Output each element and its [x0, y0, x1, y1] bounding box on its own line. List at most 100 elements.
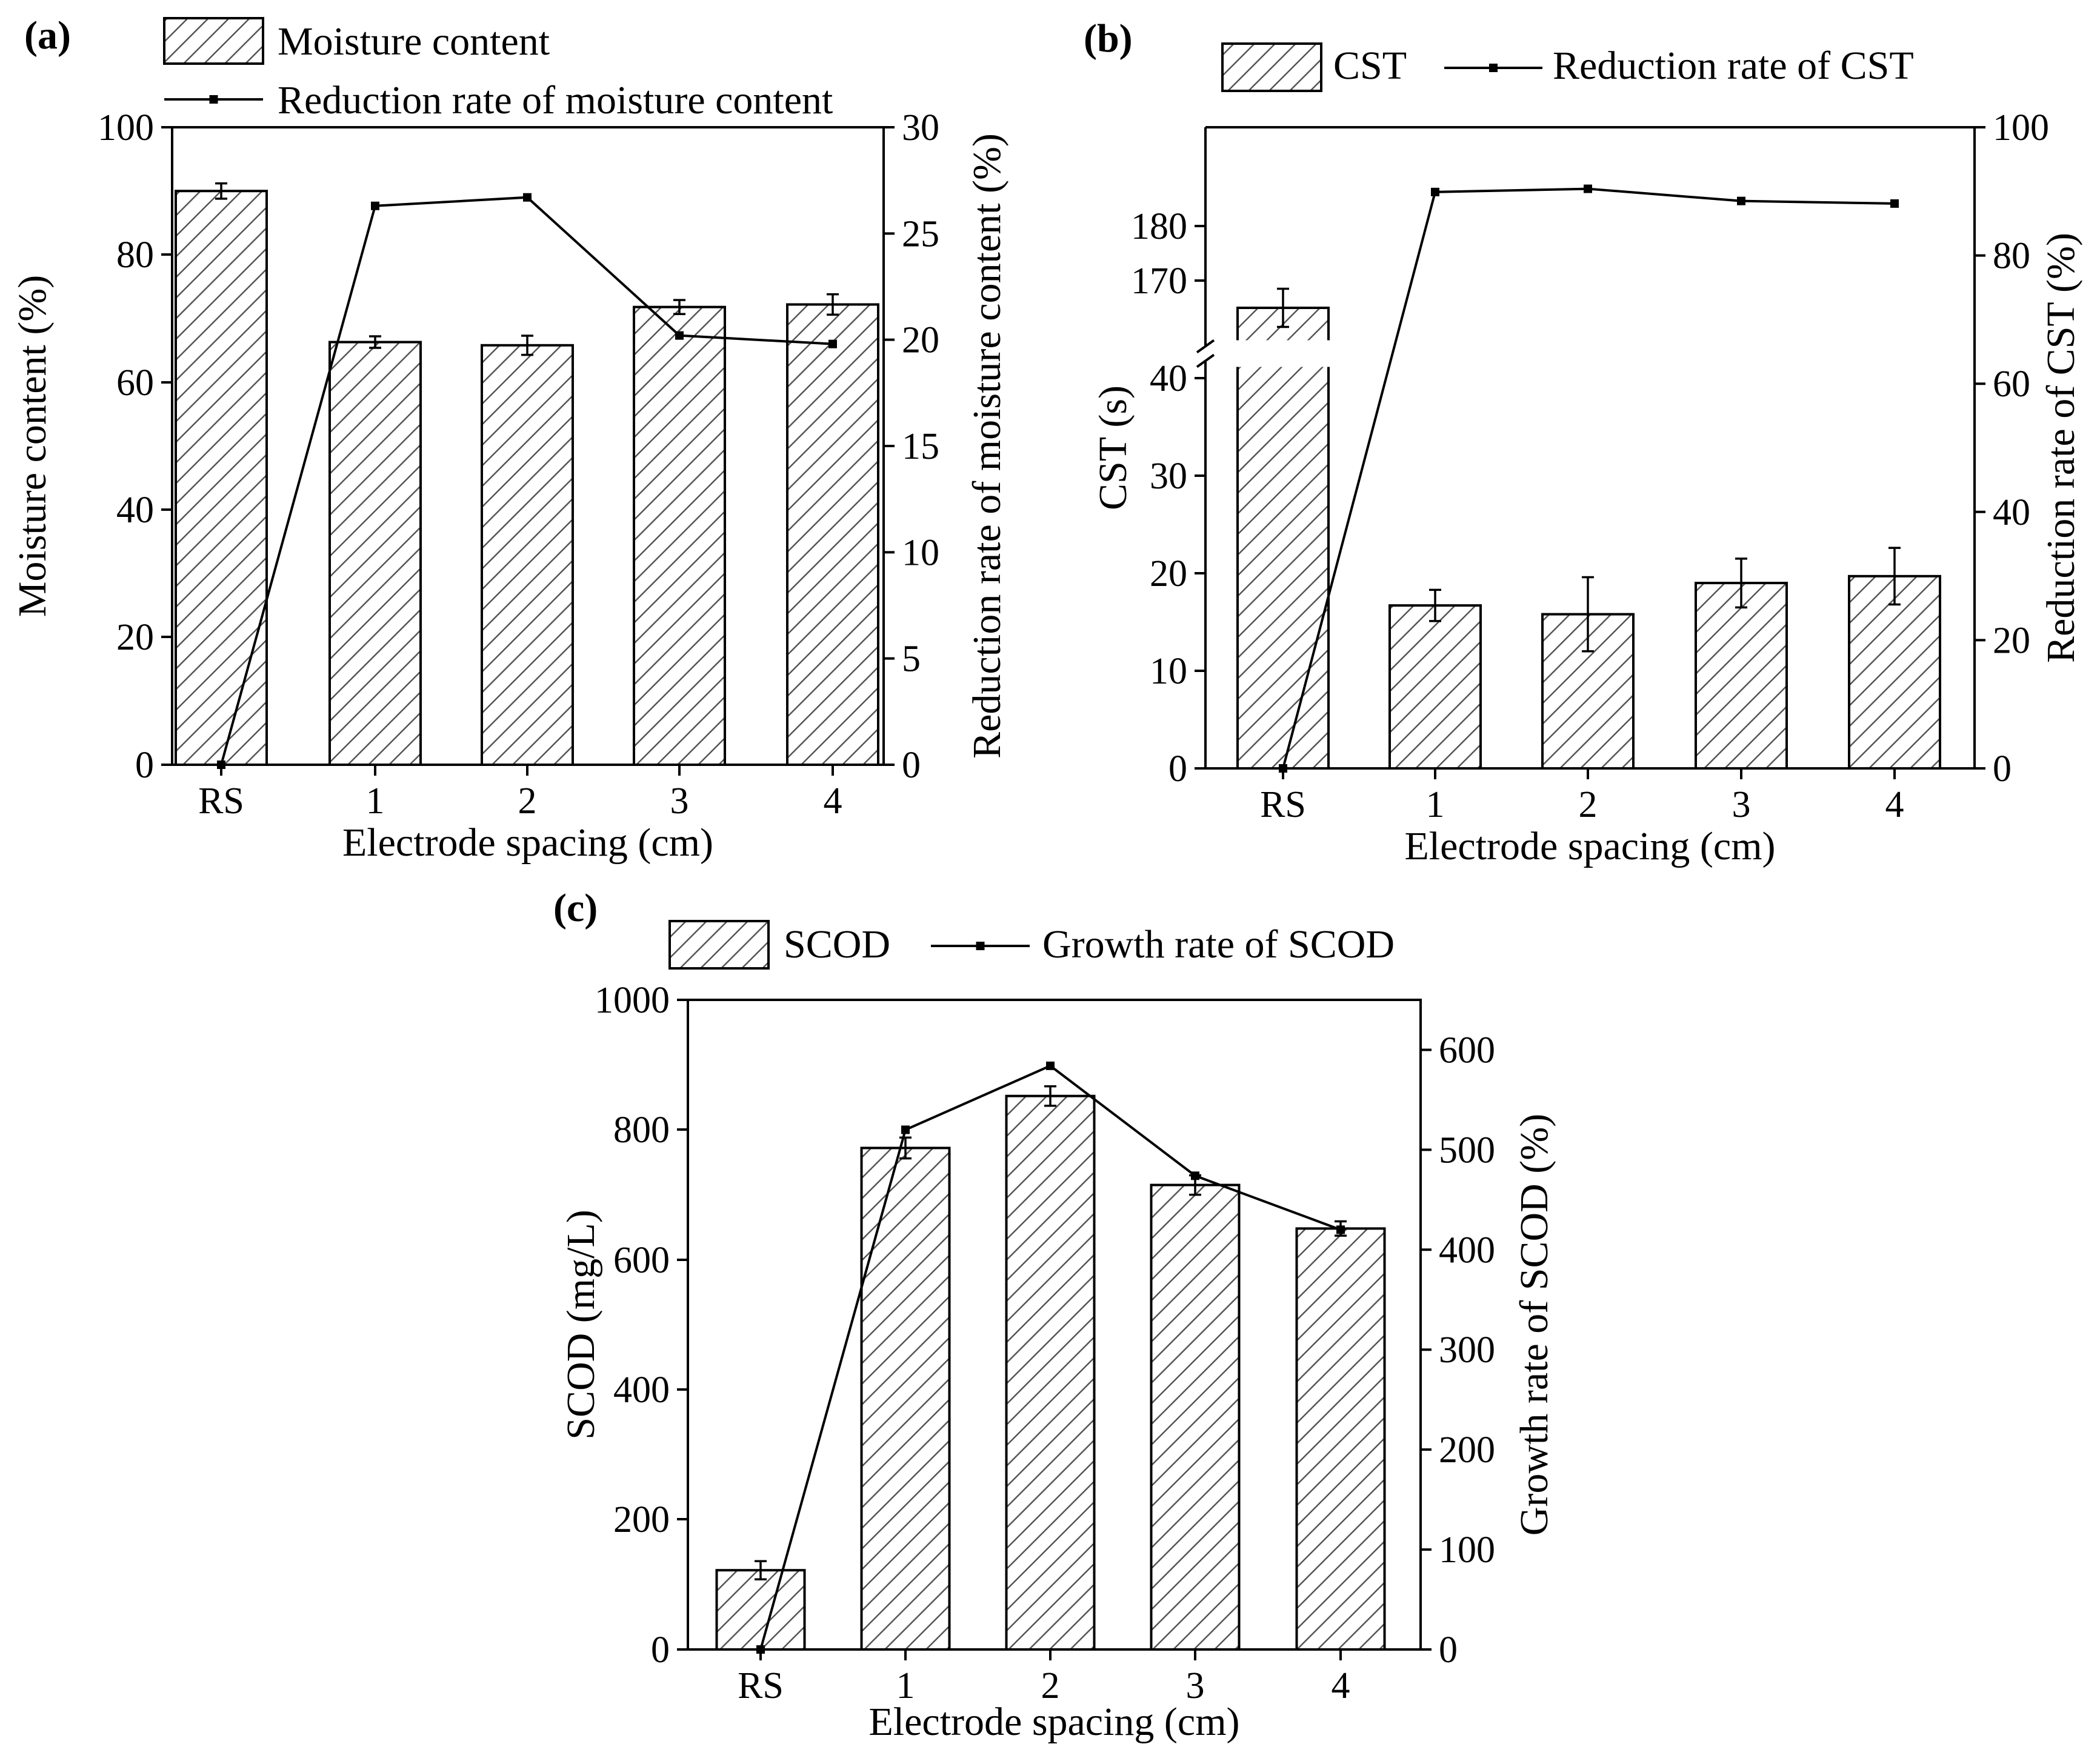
y2-axis-title: Growth rate of SCOD (%): [1512, 1114, 1556, 1536]
line-point-2: [523, 193, 532, 202]
y-tick-label: 180: [1131, 206, 1187, 247]
bar-1: [860, 1147, 951, 1651]
y-tick-label: 40: [1150, 358, 1187, 399]
break-mark-bottom: [1196, 353, 1215, 368]
bar-RS: [715, 1569, 806, 1651]
chart-panel-c: 0 200 400 600 800 1000 0 100 200 300 400 500 600 RS 1 2…: [553, 886, 1556, 1744]
x-axis-title: Electrode spacing (cm): [1404, 824, 1775, 868]
x-tick-label: 2: [1579, 784, 1598, 825]
panel-label: (b): [1084, 16, 1133, 61]
x-tick-label: RS: [1260, 784, 1306, 825]
y-tick-label: 10: [1150, 651, 1187, 692]
bar-1: [1388, 604, 1482, 770]
chart-panel-b: 0 10 20 30 40 170 180 0 20 40 60 80 100 RS 1 2 3 4 Electro…: [1084, 16, 2083, 868]
bar-RS: [1236, 307, 1330, 770]
y2-tick-label: 60: [1993, 364, 2030, 405]
x-tick-label: 2: [518, 780, 537, 822]
y-tick-label: 40: [116, 490, 154, 531]
y2-tick-label: 10: [902, 532, 939, 573]
y2-tick-label: 5: [902, 639, 921, 680]
x-tick-label: 1: [896, 1665, 915, 1706]
y-axis-title: SCOD (mg/L): [559, 1210, 603, 1440]
y2-tick-label: 300: [1439, 1330, 1495, 1371]
legend-label-line: Growth rate of SCOD: [1042, 922, 1395, 967]
y2-tick-label: 20: [902, 320, 939, 361]
line-point-1: [1431, 187, 1439, 196]
x-tick-label: 1: [366, 780, 385, 822]
legend: CST Reduction rate of CST: [1221, 42, 1914, 92]
legend-swatch-bars: [1221, 42, 1322, 92]
y-tick-label: 80: [116, 235, 154, 276]
line-point-2: [1584, 184, 1592, 193]
y2-axis-title: Reduction rate of CST (%): [2039, 233, 2083, 663]
y-tick-label: 0: [135, 745, 154, 786]
y-tick-label: 600: [613, 1240, 670, 1281]
y2-tick-label: 0: [1993, 748, 2012, 790]
panel-label: (c): [553, 886, 598, 930]
legend-label-line: Reduction rate of moisture content: [278, 78, 833, 122]
y-tick-label: 1000: [595, 980, 670, 1021]
plot-frame: [687, 999, 1422, 1651]
y-tick-label: 0: [1168, 748, 1187, 790]
legend-swatch-bars: [668, 920, 770, 970]
y-axis-title: CST (s): [1091, 385, 1135, 510]
line-point-3: [675, 331, 684, 340]
y2-tick-label: 80: [1993, 236, 2030, 277]
bar-3: [1695, 582, 1788, 770]
bar-3: [1150, 1183, 1241, 1651]
y2-tick-label: 30: [902, 107, 939, 148]
legend: Moisture content Reduction rate of moistu…: [163, 17, 833, 122]
y-tick-label: 170: [1131, 261, 1187, 302]
y2-tick-label: 100: [1439, 1529, 1495, 1571]
line-point-1: [901, 1125, 910, 1134]
legend-label-bars: Moisture content: [278, 19, 550, 64]
line-point-3: [1737, 196, 1745, 205]
y-tick-label: 60: [116, 362, 154, 404]
line-point-2: [1046, 1061, 1055, 1070]
y2-tick-label: 500: [1439, 1130, 1495, 1171]
x-tick-label: 4: [824, 780, 842, 822]
y2-tick-label: 0: [1439, 1629, 1458, 1671]
y2-tick-label: 15: [902, 426, 939, 467]
line-point-3: [1191, 1171, 1199, 1180]
legend: SCOD Growth rate of SCOD: [668, 920, 1395, 970]
break-mark-top: [1196, 339, 1215, 354]
chart-panel-a: 0 20 40 60 80 100 0 5 10 15 20 25 30 RS 1 2 3 4 Electrode …: [10, 13, 1009, 865]
x-tick-label: 4: [1885, 784, 1904, 825]
x-tick-label: 1: [1426, 784, 1445, 825]
line-point-4: [1890, 199, 1899, 208]
panel-label: (a): [24, 13, 71, 58]
y2-axis-title: Reduction rate of moisture content (%): [965, 133, 1009, 759]
line-point-4: [1336, 1225, 1345, 1234]
x-tick-label: 3: [1186, 1665, 1205, 1706]
x-tick-label: RS: [738, 1665, 784, 1706]
legend-label-bars: SCOD: [784, 922, 890, 967]
line-point-4: [828, 339, 837, 348]
bar-4: [786, 303, 879, 766]
axis-break-gap: [1197, 340, 1331, 367]
y-tick-label: 20: [1150, 553, 1187, 594]
y2-tick-label: 400: [1439, 1230, 1495, 1271]
y-tick-label: 100: [98, 107, 154, 148]
legend-swatch-bars: [163, 17, 264, 65]
y2-tick-label: 100: [1993, 107, 2049, 148]
legend-swatch-marker: [976, 942, 985, 950]
x-tick-label: 3: [1732, 784, 1751, 825]
x-tick-label: RS: [198, 780, 244, 822]
bar-3: [633, 305, 726, 766]
bar-2: [481, 344, 574, 766]
line-point-1: [371, 201, 379, 210]
y-tick-label: 20: [116, 617, 154, 658]
legend-label-line: Reduction rate of CST: [1553, 44, 1914, 88]
legend-label-bars: CST: [1333, 44, 1407, 88]
y-tick-label: 200: [613, 1499, 670, 1540]
y2-tick-label: 200: [1439, 1430, 1495, 1471]
bar-4: [1295, 1227, 1386, 1651]
y2-tick-label: 0: [902, 745, 921, 786]
x-axis-title: Electrode spacing (cm): [342, 820, 713, 865]
y2-tick-label: 600: [1439, 1030, 1495, 1071]
bar-RS: [175, 190, 268, 766]
x-tick-label: 2: [1041, 1665, 1060, 1706]
y-tick-label: 800: [613, 1110, 670, 1151]
bar-2: [1005, 1094, 1096, 1651]
